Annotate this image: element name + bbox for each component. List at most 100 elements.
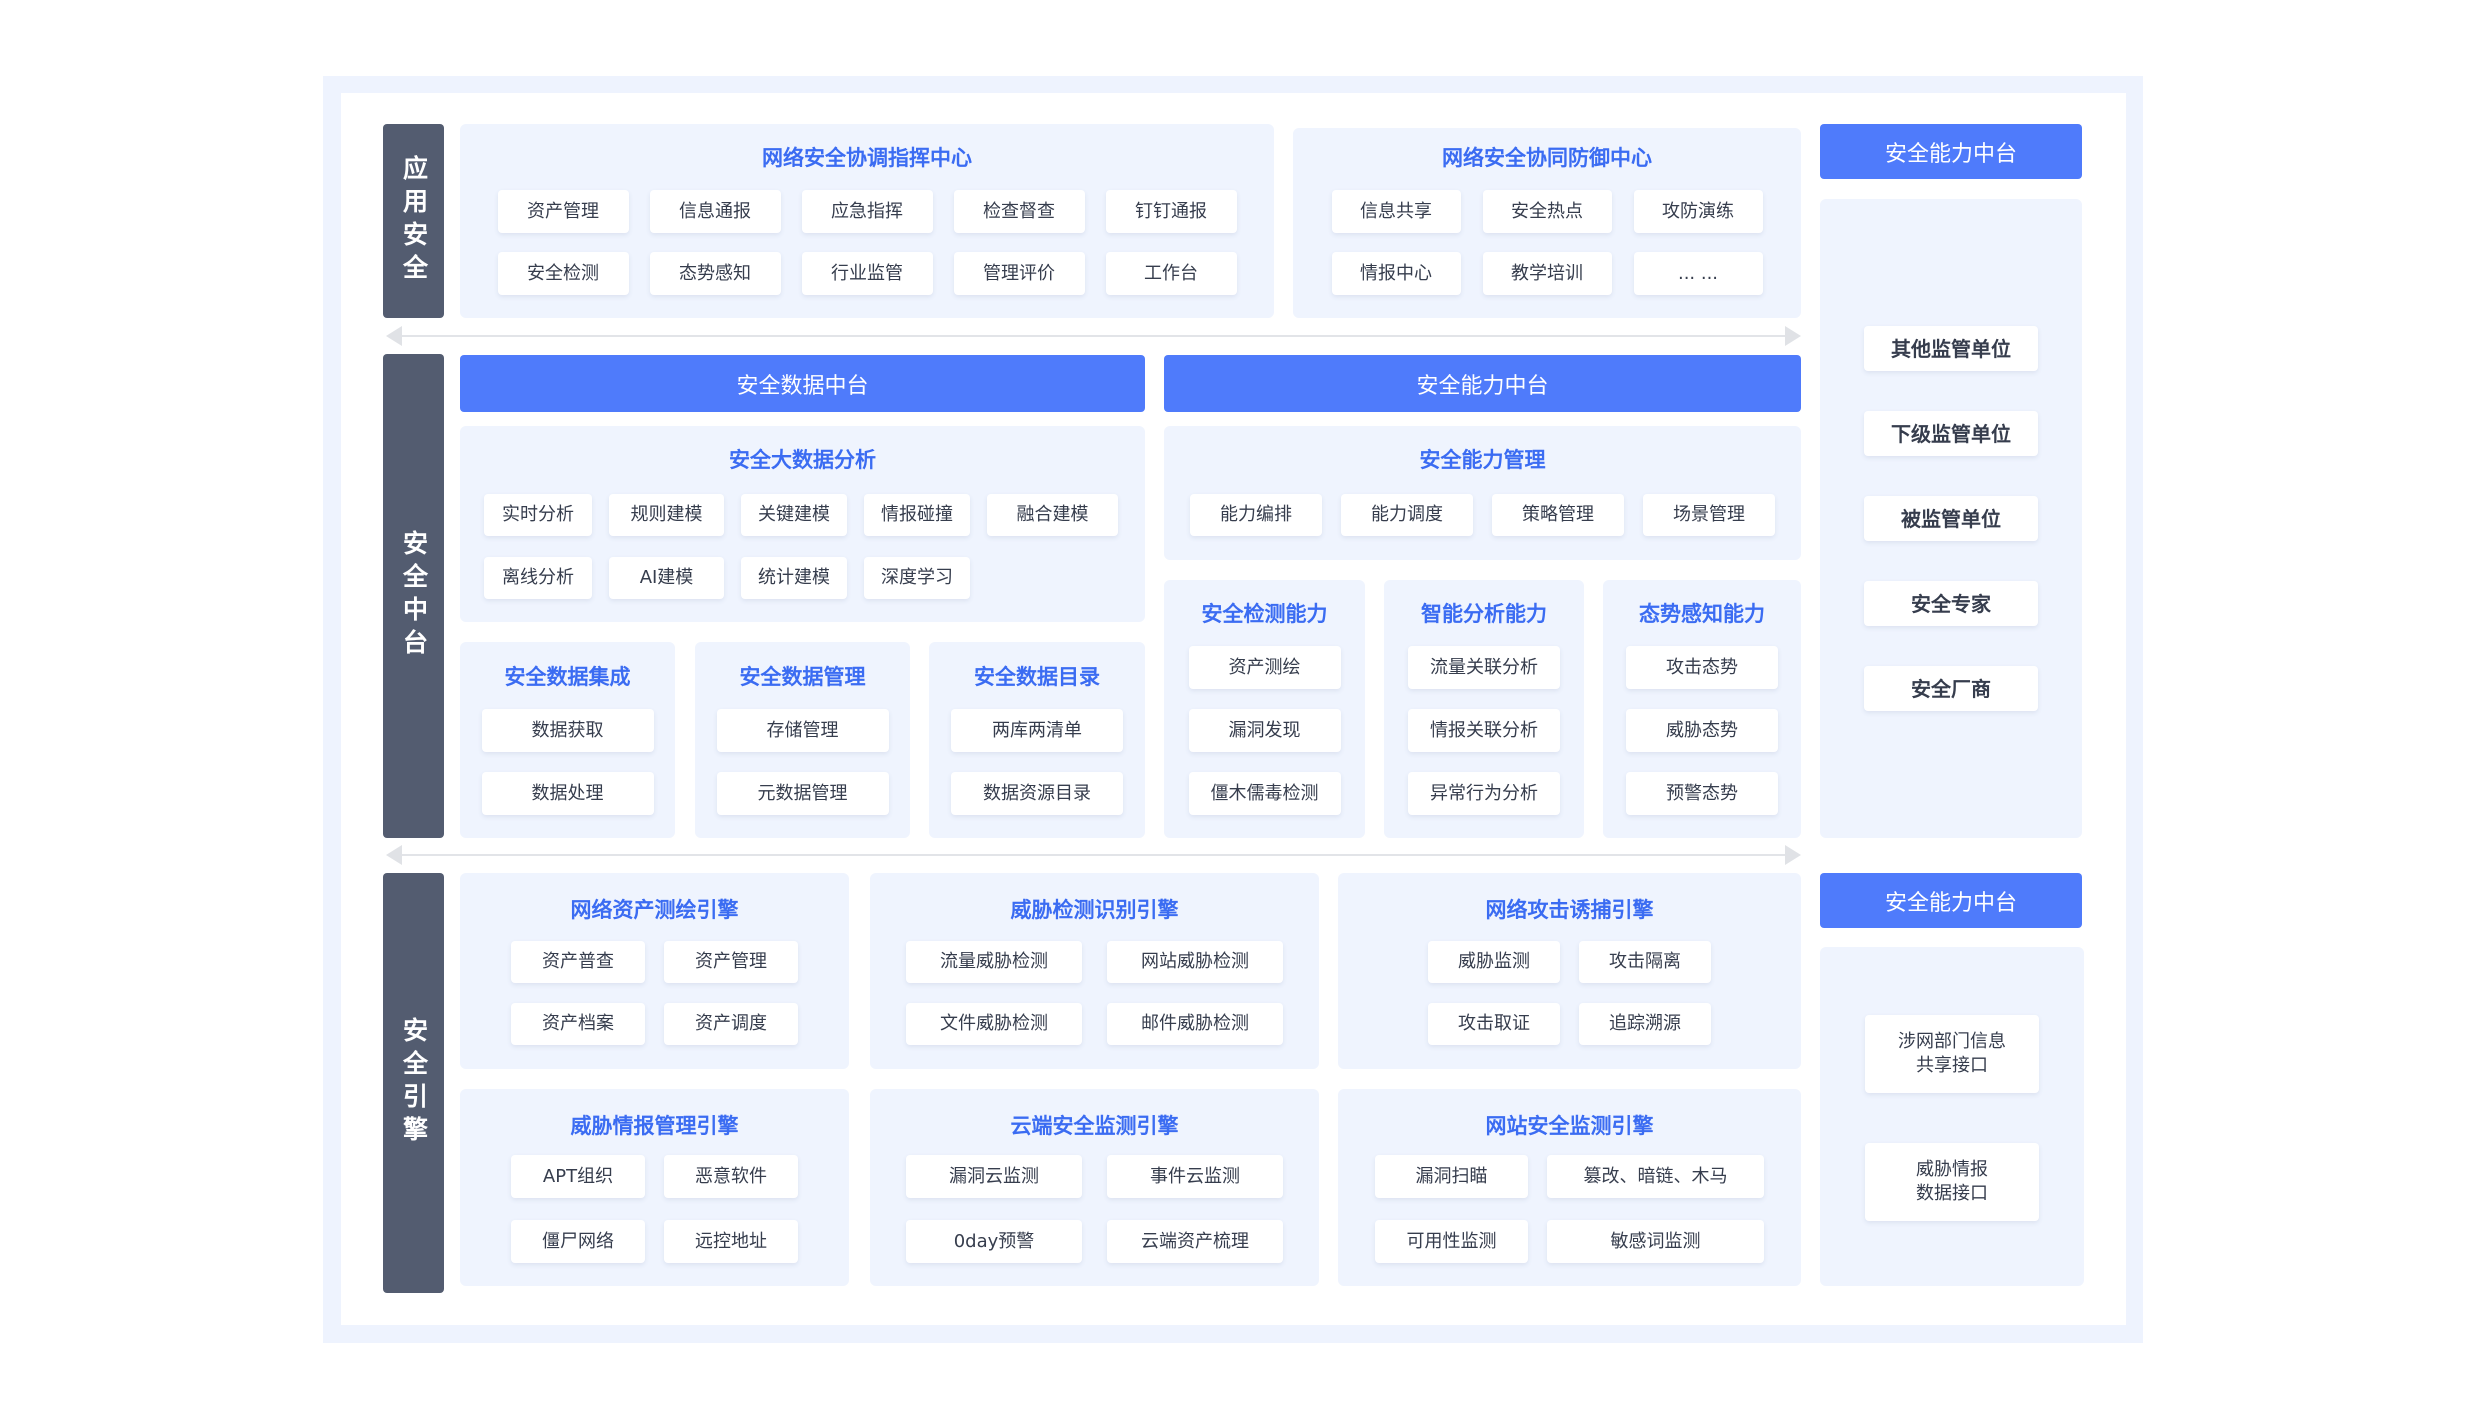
item-chip: 资产调度 xyxy=(664,1003,798,1045)
item-chip: 数据资源目录 xyxy=(951,772,1123,815)
bidirectional-arrow xyxy=(386,326,1801,346)
data-integration-panel: 安全数据集成 数据获取 数据处理 xyxy=(460,642,675,838)
item-chip: 存储管理 xyxy=(716,709,889,752)
item-chip: 资产测绘 xyxy=(1188,646,1341,689)
panel-title: 云端安全监测引擎 xyxy=(1010,1114,1179,1138)
item-chip: 安全专家 xyxy=(1864,581,2038,626)
item-chip: 能力调度 xyxy=(1341,494,1473,536)
chip-list: 两库两清单 数据资源目录 xyxy=(929,709,1145,815)
item-chip: 僵木儒毒检测 xyxy=(1188,772,1341,815)
item-chip: 攻防演练 xyxy=(1633,190,1763,233)
analysis-capability-panel: 智能分析能力 流量关联分析 情报关联分析 异常行为分析 xyxy=(1384,580,1584,838)
item-chip: 涉网部门信息 共享接口 xyxy=(1865,1015,2039,1093)
chip-list: 涉网部门信息 共享接口 威胁情报 数据接口 xyxy=(1820,1015,2084,1221)
item-chip: 融合建模 xyxy=(987,494,1118,536)
chip-list: 实时分析 规则建模 关键建模 情报碰撞 融合建模 离线分析 AI建模 统计建模 深度学习 xyxy=(460,494,1145,599)
item-chip: 信息共享 xyxy=(1331,190,1461,233)
chip-list: 信息共享 安全热点 攻防演练 情报中心 教学培训 ... ... xyxy=(1293,190,1801,295)
awareness-capability-panel: 态势感知能力 攻击态势 威胁态势 预警态势 xyxy=(1603,580,1801,838)
chip-list: 资产测绘漏洞发现僵木儒毒检测 xyxy=(1164,646,1365,815)
panel-title: 态势感知能力 xyxy=(1639,602,1765,626)
item-chip: 可用性监测 xyxy=(1375,1220,1528,1263)
item-chip: 其他监管单位 xyxy=(1864,326,2038,371)
item-chip: 漏洞发现 xyxy=(1188,709,1341,752)
chip-list: 数据获取 数据处理 xyxy=(460,709,675,815)
item-chip: 资产管理 xyxy=(664,941,798,983)
chip-list: 资产管理 信息通报 应急指挥 检查督查 钉钉通报 安全检测 态势感知 行业监管 管理评价 工作台 xyxy=(460,190,1274,295)
chip-list: 漏洞云监测 事件云监测 0day预警 云端资产梳理 xyxy=(870,1155,1319,1263)
item-chip: 流量关联分析 xyxy=(1408,646,1560,689)
panel-title: 安全数据集成 xyxy=(504,665,631,689)
item-chip: 场景管理 xyxy=(1643,494,1775,536)
panel-title: 网站安全监测引擎 xyxy=(1485,1114,1654,1138)
item-chip: 策略管理 xyxy=(1492,494,1624,536)
chip-list: 攻击态势 威胁态势 预警态势 xyxy=(1603,646,1801,815)
item-chip: 邮件威胁检测 xyxy=(1107,1003,1283,1045)
chip-list: 存储管理 元数据管理 xyxy=(695,709,910,815)
item-chip: 安全厂商 xyxy=(1864,666,2038,711)
web-monitor-engine-panel: 网站安全监测引擎 漏洞扫瞄 篡改、暗链、木马 可用性监测 敏感词监测 xyxy=(1338,1089,1801,1286)
item-chip: 漏洞扫瞄 xyxy=(1375,1155,1528,1198)
item-chip: 态势感知 xyxy=(649,252,781,295)
attack-trap-engine-panel: 网络攻击诱捕引擎 威胁监测 攻击隔离 攻击取证 追踪溯源 xyxy=(1338,873,1801,1069)
item-chip: AI建模 xyxy=(609,557,724,599)
layer-label-text: 安全中台 xyxy=(399,530,429,662)
interfaces-panel: 涉网部门信息 共享接口 威胁情报 数据接口 xyxy=(1820,947,2084,1286)
panel-title: 安全数据目录 xyxy=(974,665,1100,689)
chip-list: 漏洞扫瞄 篡改、暗链、木马 可用性监测 敏感词监测 xyxy=(1338,1155,1801,1263)
chip-list: 流量威胁检测 网站威胁检测 文件威胁检测 邮件威胁检测 xyxy=(870,941,1319,1045)
panel-title: 网络安全协同防御中心 xyxy=(1442,146,1652,170)
arrow-left-icon xyxy=(386,845,402,865)
panel-title: 安全能力管理 xyxy=(1419,448,1546,472)
panel-title: 网络资产测绘引擎 xyxy=(570,898,739,922)
item-chip: 资产普查 xyxy=(511,941,645,983)
layer-label-platform: 安全中台 xyxy=(383,354,444,838)
item-chip: 文件威胁检测 xyxy=(906,1003,1082,1045)
asset-mapping-engine-panel: 网络资产测绘引擎 资产普查 资产管理 资产档案 资产调度 xyxy=(460,873,849,1069)
item-chip: ... ... xyxy=(1633,252,1763,295)
layer-label-app-security: 应用安全 xyxy=(383,124,444,318)
item-chip: 关键建模 xyxy=(741,494,847,536)
item-chip: APT组织 xyxy=(511,1155,645,1198)
item-chip: 能力编排 xyxy=(1190,494,1322,536)
panel-title: 威胁检测识别引擎 xyxy=(1010,898,1179,922)
item-chip: 教学培训 xyxy=(1482,252,1612,295)
item-chip: 0day预警 xyxy=(906,1220,1082,1263)
item-chip: 规则建模 xyxy=(609,494,724,536)
item-chip: 情报碰撞 xyxy=(864,494,970,536)
bidirectional-arrow xyxy=(386,845,1801,865)
item-chip: 网站威胁检测 xyxy=(1107,941,1283,983)
panel-title: 安全大数据分析 xyxy=(729,448,876,472)
arrow-left-icon xyxy=(386,326,402,346)
item-chip: 实时分析 xyxy=(484,494,592,536)
item-chip: 元数据管理 xyxy=(716,772,889,815)
capability-management-panel: 安全能力管理 能力编排 能力调度 策略管理 场景管理 xyxy=(1164,426,1801,560)
item-chip: 追踪溯源 xyxy=(1579,1003,1711,1045)
chip-list: 威胁监测 攻击隔离 攻击取证 追踪溯源 xyxy=(1338,941,1801,1045)
item-chip: 被监管单位 xyxy=(1864,496,2038,541)
panel-title: 安全数据管理 xyxy=(739,665,866,689)
defense-center-panel: 网络安全协同防御中心 信息共享 安全热点 攻防演练 情报中心 教学培训 ... ... xyxy=(1293,128,1801,318)
item-chip: 云端资产梳理 xyxy=(1107,1220,1283,1263)
item-chip: 行业监管 xyxy=(801,252,933,295)
chip-list: 其他监管单位 下级监管单位 被监管单位 安全专家 安全厂商 xyxy=(1820,326,2082,711)
panel-title: 智能分析能力 xyxy=(1421,602,1547,626)
item-chip: 威胁监测 xyxy=(1428,941,1560,983)
item-chip: 攻击取证 xyxy=(1428,1003,1560,1045)
item-chip: 信息通报 xyxy=(649,190,781,233)
item-chip: 统计建模 xyxy=(741,557,847,599)
command-center-panel: 网络安全协调指挥中心 资产管理 信息通报 应急指挥 检查督查 钉钉通报 安全检测 态势感知行… xyxy=(460,124,1274,318)
item-chip: 离线分析 xyxy=(484,557,592,599)
arrow-line xyxy=(400,854,1787,856)
panel-title: 网络攻击诱捕引擎 xyxy=(1485,898,1654,922)
item-chip: 攻击隔离 xyxy=(1579,941,1711,983)
item-chip: 敏感词监测 xyxy=(1547,1220,1764,1263)
item-chip: 应急指挥 xyxy=(801,190,933,233)
capability-platform-header: 安全能力中台 xyxy=(1164,355,1801,412)
item-chip: 攻击态势 xyxy=(1626,646,1778,689)
cloud-monitor-engine-panel: 云端安全监测引擎 漏洞云监测 事件云监测 0day预警 云端资产梳理 xyxy=(870,1089,1319,1286)
chip-list: 流量关联分析 情报关联分析 异常行为分析 xyxy=(1384,646,1584,815)
item-chip: 检查督查 xyxy=(953,190,1085,233)
item-chip: 僵尸网络 xyxy=(511,1220,645,1263)
threat-detection-engine-panel: 威胁检测识别引擎 流量威胁检测 网站威胁检测 文件威胁检测 邮件威胁检测 xyxy=(870,873,1319,1069)
